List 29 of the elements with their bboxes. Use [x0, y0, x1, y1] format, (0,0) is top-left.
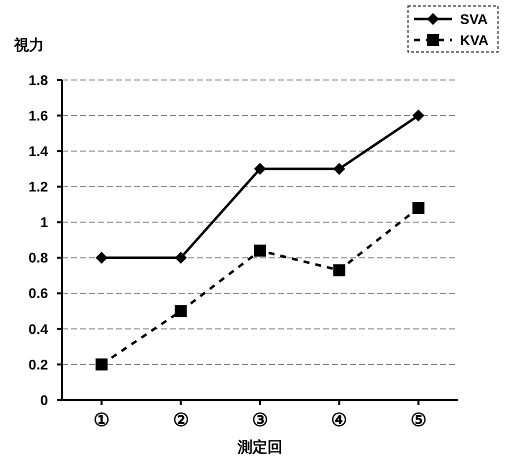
y-tick-label: 1.6 [28, 107, 48, 124]
point [254, 244, 266, 257]
y-tick-label: 1.8 [28, 72, 48, 88]
point [174, 252, 187, 264]
point [333, 264, 346, 276]
x-tick-label: ③ [252, 410, 268, 430]
x-tick-label: ⑤ [410, 410, 426, 430]
y-tick-label: 0.6 [28, 285, 48, 302]
point [254, 162, 266, 175]
point [96, 358, 108, 370]
point [412, 202, 424, 214]
y-tick-label: 0.8 [28, 250, 48, 266]
legend-label: SVA [460, 10, 488, 27]
y-tick-label: 1.2 [28, 178, 48, 195]
point [333, 162, 346, 175]
x-tick-label: ④ [331, 410, 348, 430]
point [96, 252, 108, 264]
x-axis-title: 測定回 [236, 438, 282, 456]
y-tick-label: 0 [40, 392, 48, 408]
y-tick-label: 1.4 [28, 143, 48, 160]
y-tick-label: 1 [40, 214, 48, 230]
y-axis-title: 視力 [13, 37, 44, 54]
x-tick-label: ② [172, 410, 189, 430]
legend-label: KVA [460, 32, 489, 48]
point [412, 110, 424, 122]
y-tick-label: 0.2 [28, 356, 48, 372]
y-tick-label: 0.4 [28, 320, 48, 337]
point [174, 305, 187, 318]
x-tick-label: ① [94, 410, 110, 430]
